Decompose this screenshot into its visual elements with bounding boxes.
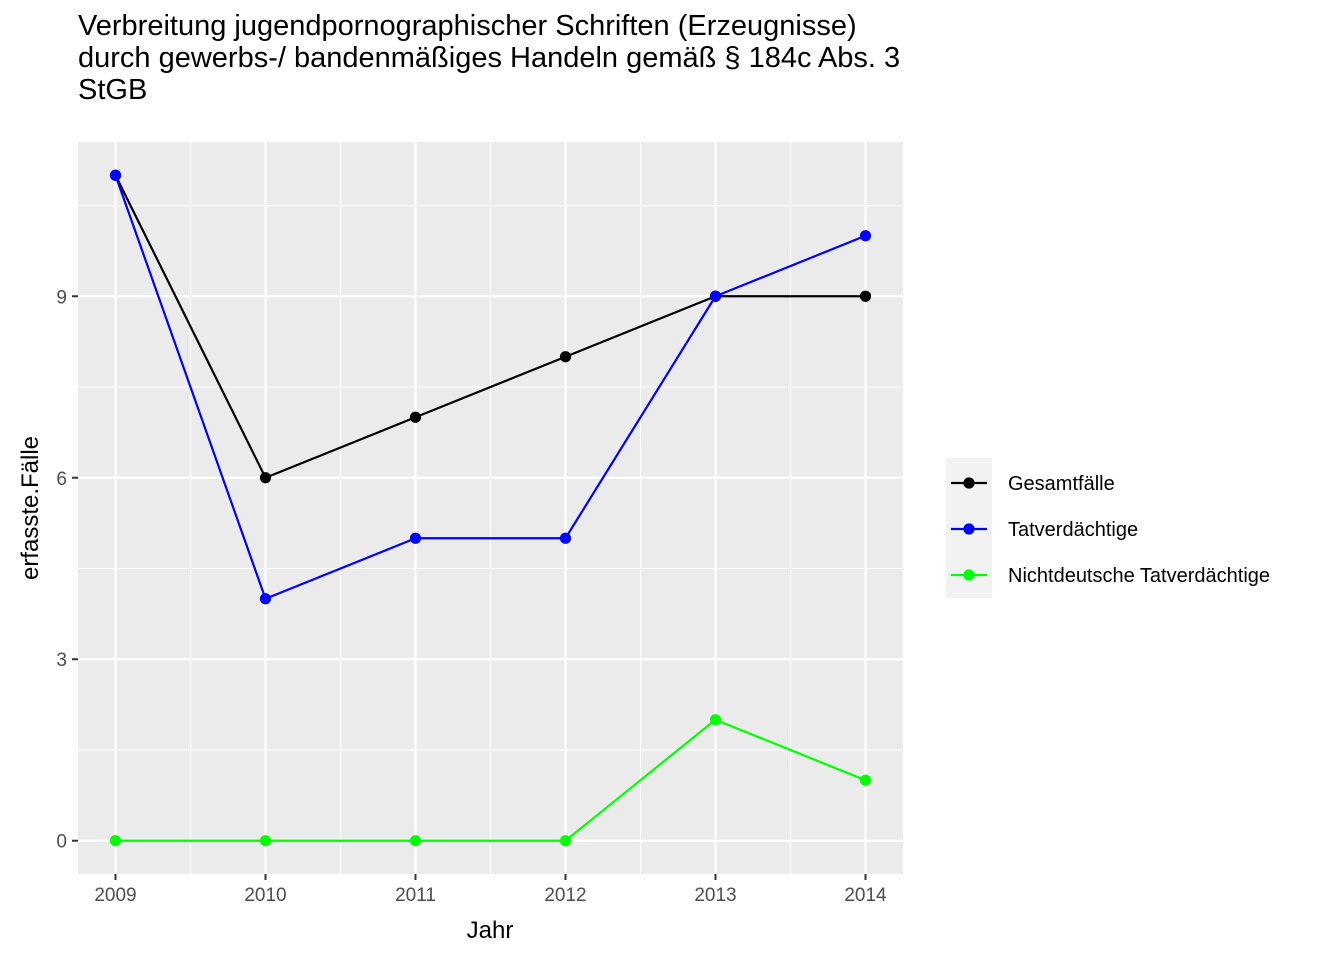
data-point <box>409 532 422 544</box>
data-point <box>709 714 722 726</box>
data-point <box>409 411 422 423</box>
legend-key-point <box>963 477 975 489</box>
data-point <box>409 835 422 847</box>
series-line-3 <box>115 718 866 842</box>
y-tick-label: 3 <box>56 650 67 671</box>
grid-minor <box>78 142 903 874</box>
legend-label: Gesamtfälle <box>1008 473 1115 495</box>
y-axis-title: erfasste.Fälle <box>17 436 44 580</box>
y-tick-label: 0 <box>56 832 67 853</box>
data-point <box>859 290 872 302</box>
chart-title-line-1: Verbreitung jugendpornographischer Schri… <box>78 10 857 42</box>
legend: Gesamtfälle Tatverdächtige Nichtdeutsche T… <box>951 473 1270 587</box>
series-layer <box>109 169 872 847</box>
data-point <box>259 472 272 484</box>
chart-title-line-3: StGB <box>78 74 148 106</box>
x-tick-label: 2012 <box>544 885 586 906</box>
legend-key-point <box>963 523 975 535</box>
y-axis-ticks: 0 3 6 9 <box>56 287 78 853</box>
x-tick-label: 2014 <box>844 885 887 906</box>
data-point <box>559 835 572 847</box>
x-tick-label: 2010 <box>244 885 286 906</box>
data-point <box>259 593 272 605</box>
legend-label: Nichtdeutsche Tatverdächtige <box>1008 565 1270 587</box>
data-point <box>559 351 572 363</box>
x-axis-ticks: 2009 2010 2011 2012 2013 2014 <box>94 874 887 906</box>
x-tick-label: 2011 <box>395 885 436 906</box>
data-point <box>859 230 872 242</box>
series-line-1 <box>114 174 866 479</box>
chart-title-line-2: durch gewerbs-/ bandenmäßiges Handeln ge… <box>78 42 901 74</box>
x-tick-label: 2013 <box>694 885 736 906</box>
data-point <box>259 835 272 847</box>
data-point <box>109 169 122 181</box>
series-line-2 <box>114 174 866 600</box>
y-tick-label: 6 <box>56 469 67 490</box>
grid-major <box>78 142 903 874</box>
legend-key-point <box>963 569 975 581</box>
data-point <box>859 774 872 786</box>
y-tick-label: 9 <box>56 287 67 308</box>
x-tick-label: 2009 <box>94 885 136 906</box>
data-point <box>709 290 722 302</box>
data-point <box>559 532 572 544</box>
x-axis-title: Jahr <box>467 917 514 944</box>
chart-title: Verbreitung jugendpornographischer Schri… <box>78 10 900 106</box>
data-point <box>109 835 122 847</box>
legend-label: Tatverdächtige <box>1008 519 1138 541</box>
